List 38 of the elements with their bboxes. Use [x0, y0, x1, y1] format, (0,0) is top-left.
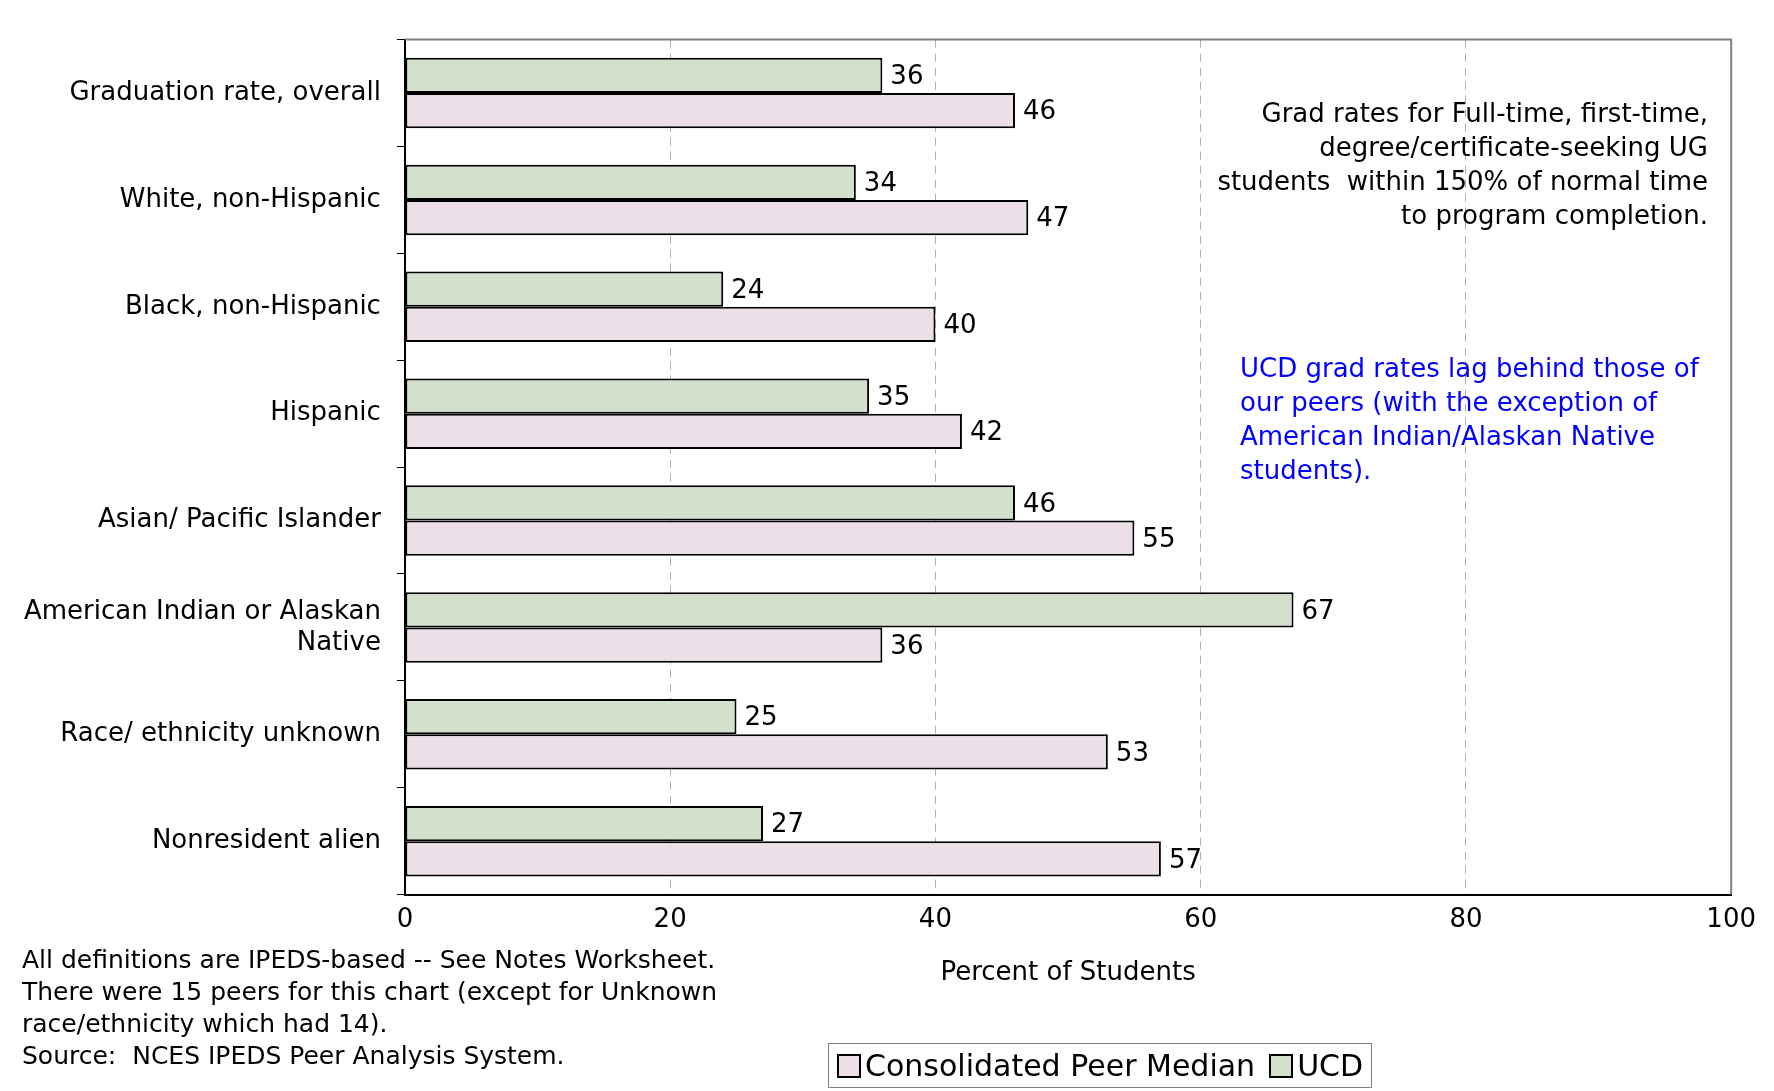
y-tick-label: Graduation rate, overall [69, 75, 381, 106]
x-axis-title: Percent of Students [940, 956, 1196, 987]
data-label: 27 [771, 808, 805, 839]
data-label: 53 [1115, 736, 1149, 767]
text: All definitions are IPEDS-based -- See Notes Worksheet. [22, 944, 717, 976]
source-note: Source: NCES IPEDS Peer Analysis System. [22, 1040, 566, 1072]
x-tick-label: 60 [1184, 902, 1218, 933]
text: There were 15 peers for this chart (except for Unknown race/ethnicity which had 14). [22, 976, 719, 1040]
legend-label: UCD [1297, 1048, 1364, 1083]
annotation: UCD grad rates lag behind those of our peers (with the exception of American Indian/Alaskan Native students). [1240, 352, 1701, 487]
data-label: 46 [1022, 95, 1057, 126]
x-tick-label: 100 [1706, 902, 1757, 933]
y-tick-label: American Indian or Alaskan Native [24, 594, 381, 656]
annotation: Grad rates for Full-time, first-time, degree/certificate-seeking UG students within 150% of normal time to program completion. [1216, 97, 1708, 232]
data-label: 24 [731, 273, 765, 304]
data-label: 34 [863, 167, 897, 198]
y-tick-label: Hispanic [270, 396, 381, 427]
data-label: 42 [969, 416, 1004, 447]
y-tick-label: Black, non-Hispanic [125, 289, 381, 320]
data-label: 67 [1301, 594, 1335, 625]
x-tick-label: 80 [1449, 902, 1483, 933]
x-tick-label: 0 [396, 902, 414, 933]
legend-label: Consolidated Peer Median [865, 1048, 1256, 1083]
x-tick-label: 40 [918, 902, 952, 933]
data-label: 40 [943, 309, 977, 340]
y-tick-label: Nonresident alien [151, 823, 381, 854]
data-label: 55 [1142, 522, 1176, 553]
y-tick-label: Asian/ Pacific Islander [97, 503, 382, 534]
data-label: 36 [890, 60, 924, 91]
data-label: 46 [1022, 487, 1057, 518]
data-label: 47 [1036, 202, 1070, 233]
data-label: 36 [890, 629, 924, 660]
x-tick-label: 20 [653, 902, 687, 933]
y-tick-label: White, non-Hispanic [119, 182, 381, 213]
data-label: 57 [1168, 843, 1202, 874]
y-tick-label: Race/ ethnicity unknown [60, 717, 381, 748]
data-label: 35 [877, 380, 911, 411]
data-label: 25 [744, 701, 778, 732]
